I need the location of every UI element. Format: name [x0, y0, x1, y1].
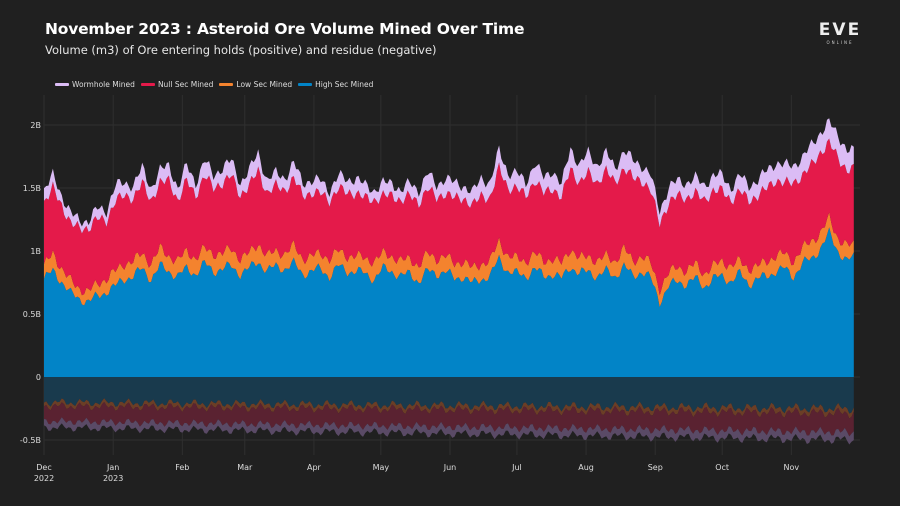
x-tick-label: Jul [511, 463, 522, 472]
x-tick-label: 2022 [34, 474, 54, 483]
legend-label-wormhole: Wormhole Mined [72, 80, 135, 89]
area-null-sec-mined [44, 138, 854, 296]
legend-swatch-null-sec [140, 83, 155, 86]
legend-item-high-sec[interactable]: High Sec Mined [298, 80, 373, 89]
legend-label-low-sec: Low Sec Mined [236, 80, 293, 89]
x-tick-label: Mar [237, 463, 253, 472]
y-tick-label: 2B [30, 121, 41, 130]
y-tick-label: 0.5B [23, 310, 41, 319]
residue-area-null-sec-mined [44, 402, 854, 437]
residue-area-low-sec-mined [44, 398, 854, 419]
y-tick-label: 0 [36, 373, 41, 382]
x-tick-label: Feb [175, 463, 189, 472]
x-tick-label: Aug [578, 463, 594, 472]
area-low-sec-mined [44, 212, 854, 307]
residue-area-high-sec-mined [44, 377, 854, 414]
y-tick-label: 1B [30, 247, 41, 256]
logo-subtext: ONLINE [826, 40, 854, 45]
x-tick-label: 2023 [103, 474, 123, 483]
x-tick-label: Apr [307, 463, 322, 472]
y-axis-ticks: 2B 1.5B 1B 0.5B 0 -0.5B [20, 121, 41, 445]
x-tick-label: Oct [715, 463, 729, 472]
residue-area-wormhole-mined [44, 417, 854, 445]
area-wormhole-mined [44, 118, 854, 234]
legend-swatch-low-sec [219, 83, 234, 86]
x-tick-label: Sep [648, 463, 663, 472]
logo-text: EVE [818, 20, 862, 40]
x-tick-label: May [373, 463, 390, 472]
negative-areas [44, 377, 854, 445]
positive-areas [44, 118, 854, 377]
legend-item-null-sec[interactable]: Null Sec Mined [140, 80, 214, 89]
x-tick-label: Dec [36, 463, 51, 472]
x-tick-label: Nov [783, 463, 799, 472]
legend-item-wormhole[interactable]: Wormhole Mined [55, 80, 135, 89]
eve-online-logo: EVE ONLINE [812, 22, 868, 46]
y-tick-label: -0.5B [20, 436, 41, 445]
legend-swatch-high-sec [298, 83, 313, 86]
x-tick-label: Jun [443, 463, 457, 472]
chart-title: November 2023 : Asteroid Ore Volume Mine… [45, 20, 525, 38]
legend-item-low-sec[interactable]: Low Sec Mined [219, 80, 292, 89]
area-high-sec-mined [44, 227, 854, 377]
x-tick-label: Jan [106, 463, 119, 472]
y-tick-label: 1.5B [23, 184, 41, 193]
chart-subtitle: Volume (m3) of Ore entering holds (posit… [45, 43, 437, 57]
legend-swatch-wormhole [55, 83, 69, 86]
chart-legend: Wormhole Mined Null Sec Mined Low Sec Mi… [55, 80, 373, 89]
legend-label-null-sec: Null Sec Mined [157, 80, 214, 89]
x-axis-ticks: Dec 2022 Jan 2023 Feb Mar Apr May Jun Jul Aug Sep Oc… [34, 463, 800, 483]
legend-label-high-sec: High Sec Mined [315, 80, 374, 89]
